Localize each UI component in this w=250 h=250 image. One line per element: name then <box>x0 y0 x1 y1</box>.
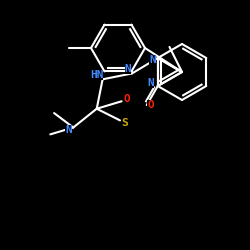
Text: S: S <box>122 118 128 128</box>
Text: O: O <box>123 94 130 104</box>
Text: N: N <box>65 126 72 136</box>
Text: N: N <box>125 64 132 74</box>
Text: O: O <box>148 100 154 110</box>
Text: N: N <box>148 78 154 88</box>
Text: HN: HN <box>90 70 103 80</box>
Text: N: N <box>150 55 156 65</box>
